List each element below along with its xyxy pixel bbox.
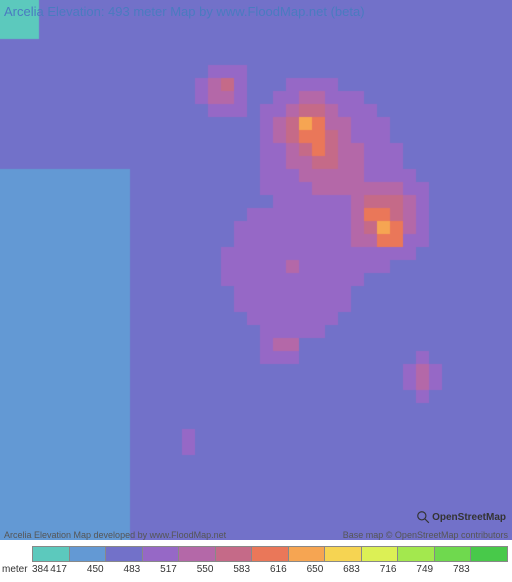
legend-value: 749 — [416, 564, 453, 575]
legend-value: 450 — [87, 564, 124, 575]
legend-swatch — [33, 547, 70, 561]
legend-swatch — [398, 547, 435, 561]
legend-value: 483 — [124, 564, 161, 575]
map-container: Arcelia Elevation: 493 meter Map by www.… — [0, 0, 512, 582]
legend-swatch — [289, 547, 326, 561]
legend-value: 550 — [197, 564, 234, 575]
legend-swatch — [252, 547, 289, 561]
legend-color-bar — [32, 546, 508, 562]
legend-swatch — [216, 547, 253, 561]
page-title: Arcelia Elevation: 493 meter Map by www.… — [4, 4, 365, 19]
elevation-map — [0, 0, 512, 540]
legend-swatch — [471, 547, 507, 561]
osm-logo-text: OpenStreetMap — [432, 512, 506, 523]
legend-value: 616 — [270, 564, 307, 575]
legend-swatch — [362, 547, 399, 561]
legend-value: 683 — [343, 564, 380, 575]
legend-swatch — [325, 547, 362, 561]
legend-swatch — [143, 547, 180, 561]
legend-unit-label: meter — [2, 564, 28, 575]
legend-value: 783 — [453, 564, 490, 575]
legend-value: 650 — [307, 564, 344, 575]
legend-swatch — [435, 547, 472, 561]
legend-swatch — [179, 547, 216, 561]
footer-credit-right: Base map © OpenStreetMap contributors — [343, 530, 508, 540]
legend-swatch — [106, 547, 143, 561]
magnifier-icon — [416, 510, 430, 524]
legend-value: 417 — [50, 564, 87, 575]
footer-credit-left: Arcelia Elevation Map developed by www.F… — [4, 530, 226, 540]
legend-value: 517 — [160, 564, 197, 575]
elevation-legend: meter 3844174504835175505836166506837167… — [0, 540, 512, 582]
osm-attribution-logo: OpenStreetMap — [416, 510, 506, 524]
legend-value-labels: 384417450483517550583616650683716749783 — [32, 564, 508, 575]
legend-value: 716 — [380, 564, 417, 575]
legend-swatch — [70, 547, 107, 561]
elevation-canvas — [0, 0, 512, 540]
legend-value: 583 — [233, 564, 270, 575]
map-footer: Arcelia Elevation Map developed by www.F… — [0, 526, 512, 540]
